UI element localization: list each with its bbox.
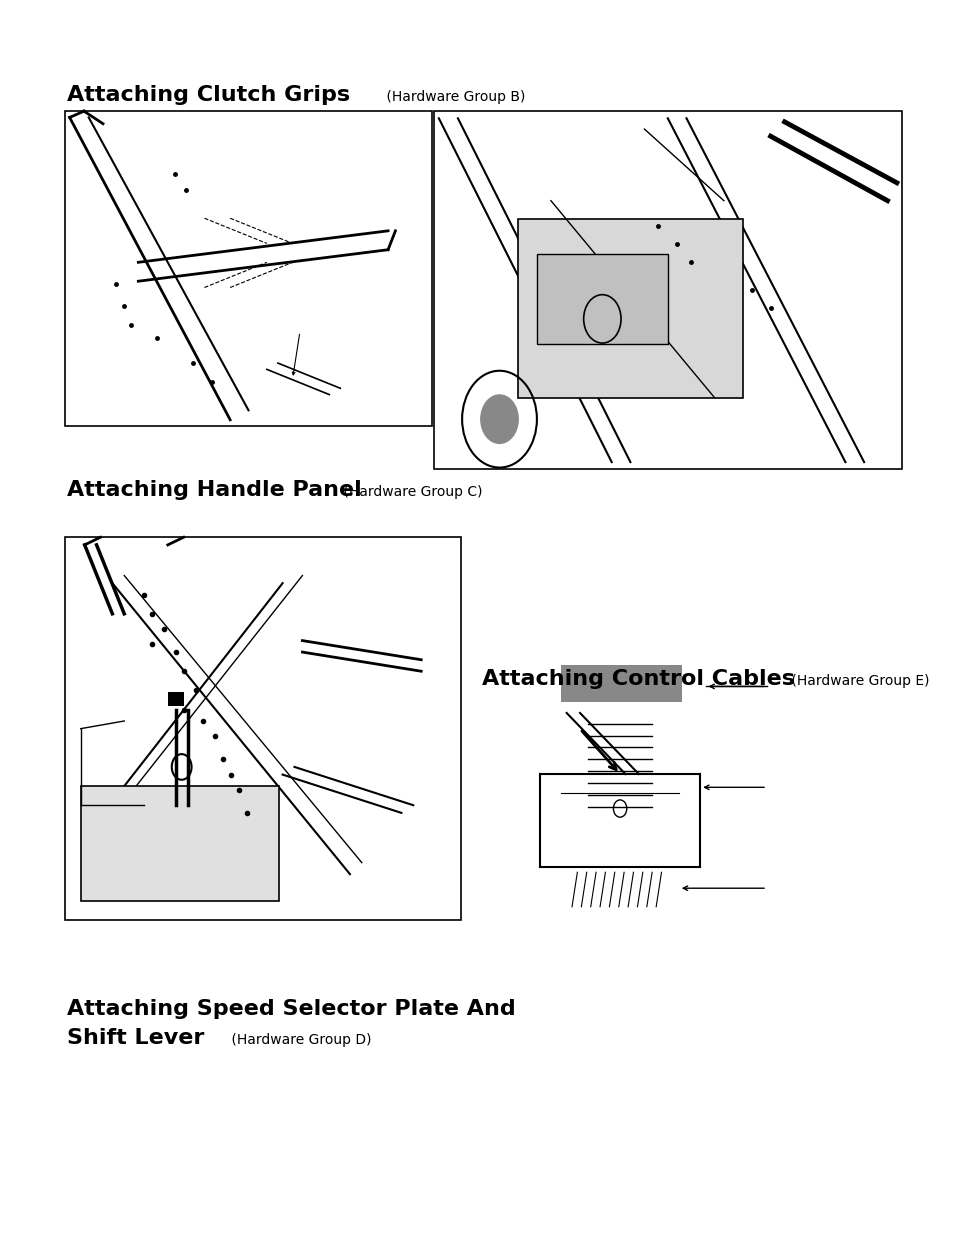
Text: (Hardware Group E): (Hardware Group E): [786, 674, 928, 688]
Text: Attaching Clutch Grips: Attaching Clutch Grips: [67, 85, 350, 105]
Bar: [517, 219, 741, 398]
Circle shape: [480, 395, 517, 443]
Text: Attaching Handle Panel: Attaching Handle Panel: [67, 480, 361, 500]
Bar: [65, 111, 432, 426]
Text: Shift Lever: Shift Lever: [67, 1028, 204, 1047]
Text: (Hardware Group C): (Hardware Group C): [338, 485, 481, 499]
Bar: [65, 537, 460, 920]
Text: (Hardware Group B): (Hardware Group B): [381, 90, 524, 104]
Text: (Hardware Group D): (Hardware Group D): [227, 1032, 371, 1046]
Bar: [168, 693, 183, 705]
Text: Attaching Speed Selector Plate And: Attaching Speed Selector Plate And: [67, 999, 515, 1019]
Bar: [81, 787, 278, 902]
Bar: [434, 111, 901, 469]
Bar: [537, 254, 667, 343]
Bar: [560, 666, 680, 703]
Text: Attaching Control Cables: Attaching Control Cables: [481, 669, 794, 689]
